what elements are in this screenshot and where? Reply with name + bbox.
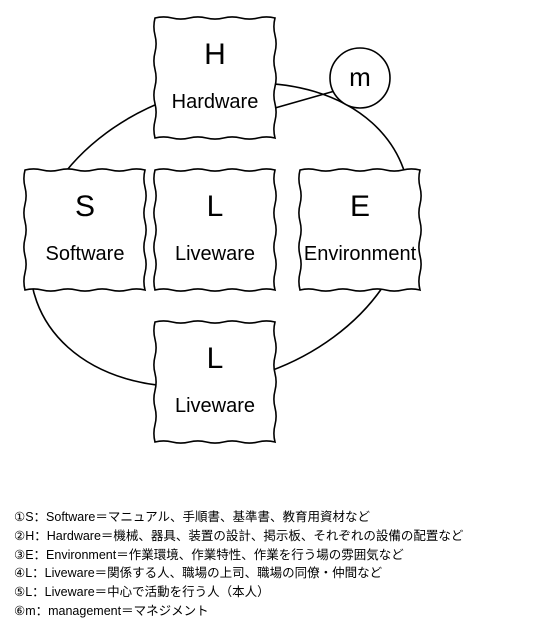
legend-line-2: ②H：Hardware＝機械、器具、装置の設計、掲示板、それぞれの設備の配置など bbox=[14, 527, 526, 546]
box-Lb-word: Liveware bbox=[175, 395, 255, 417]
box-E bbox=[299, 169, 421, 291]
box-S bbox=[24, 169, 146, 291]
box-H-word: Hardware bbox=[172, 91, 259, 113]
diagram-canvas: H Hardware S Software L Liveware E Environment L… bbox=[0, 0, 540, 500]
box-E-letter: E bbox=[350, 190, 370, 223]
legend-line-1: ①S：Software＝マニュアル、手順書、基準書、教育用資材など bbox=[14, 508, 526, 527]
legend-line-4: ④L：Liveware＝関係する人、職場の上司、職場の同僚・仲間など bbox=[14, 564, 526, 583]
box-H-letter: H bbox=[204, 38, 226, 71]
box-S-word: Software bbox=[46, 243, 125, 265]
m-label: m bbox=[349, 62, 371, 92]
legend-line-3: ③E：Environment＝作業環境、作業特性、作業を行う場の雰囲気など bbox=[14, 546, 526, 565]
shell-model-diagram: H Hardware S Software L Liveware E Environment L… bbox=[0, 0, 540, 627]
box-Lc-letter: L bbox=[207, 190, 224, 223]
box-Lb-letter: L bbox=[207, 342, 224, 375]
box-Lc-word: Liveware bbox=[175, 243, 255, 265]
box-Lb bbox=[154, 321, 276, 443]
legend-line-5: ⑤L：Liveware＝中心で活動を行う人（本人） bbox=[14, 583, 526, 602]
box-Lc bbox=[154, 169, 276, 291]
box-E-word: Environment bbox=[304, 243, 417, 265]
connector-H-to-m bbox=[275, 92, 333, 109]
legend: ①S：Software＝マニュアル、手順書、基準書、教育用資材など②H：Hard… bbox=[14, 508, 526, 621]
legend-line-6: ⑥m：management＝マネジメント bbox=[14, 602, 526, 621]
box-H bbox=[154, 17, 276, 139]
box-S-letter: S bbox=[75, 190, 95, 223]
